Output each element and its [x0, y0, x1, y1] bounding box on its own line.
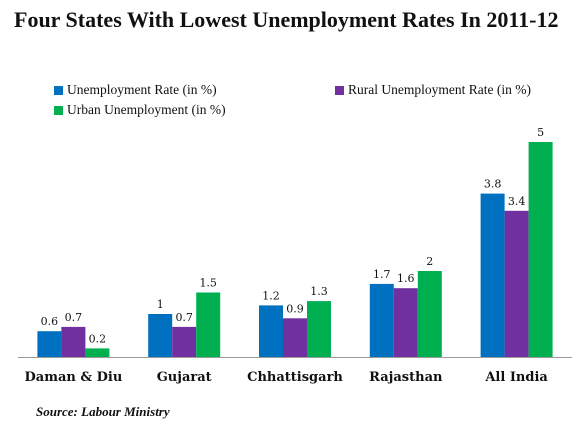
- legend-swatch-unemployment-rate: [54, 85, 63, 95]
- bar-rural-unemployment-rate-in-2: [283, 318, 307, 357]
- bar-unemployment-rate-in-1: [148, 314, 173, 357]
- data-label: 1.5: [199, 277, 217, 290]
- category-label: Gujarat: [157, 370, 212, 385]
- bar-rural-unemployment-rate-in-1: [172, 326, 197, 357]
- chart-title: Four States With Lowest Unemployment Rat…: [14, 7, 559, 32]
- data-label: 1.3: [310, 285, 328, 298]
- bar-rural-unemployment-rate-in-0: [61, 326, 86, 357]
- source-note: Source: Labour Ministry: [36, 404, 170, 419]
- bar-unemployment-rate-in-0: [37, 331, 62, 357]
- category-label: All India: [484, 370, 548, 385]
- data-label: 1: [157, 298, 164, 311]
- data-label: 3.8: [484, 178, 502, 191]
- data-label: 0.9: [286, 302, 304, 315]
- data-label: 1.6: [397, 272, 415, 285]
- bar-rural-unemployment-rate-in-3: [393, 288, 418, 357]
- category-label: Chhattisgarh: [247, 370, 343, 385]
- category-label: Rajasthan: [369, 370, 443, 385]
- legend-label-rural-unemployment-rate: Rural Unemployment Rate (in %): [348, 82, 531, 97]
- bar-unemployment-rate-in-3: [369, 283, 394, 357]
- legend-label-unemployment-rate: Unemployment Rate (in %): [67, 82, 217, 97]
- data-label: 5: [537, 126, 544, 139]
- data-label: 1.7: [373, 268, 391, 281]
- data-label: 0.2: [89, 332, 107, 345]
- bar-urban-unemployment-in-1: [196, 292, 221, 357]
- data-label: 3.4: [508, 195, 526, 208]
- bar-urban-unemployment-in-4: [528, 142, 553, 357]
- bar-urban-unemployment-in-2: [307, 301, 331, 357]
- legend-swatch-urban-unemployment: [54, 105, 63, 115]
- bar-urban-unemployment-in-3: [417, 271, 442, 357]
- data-label: 1.2: [262, 289, 280, 302]
- data-label: 0.7: [65, 311, 83, 324]
- bar-urban-unemployment-in-0: [85, 348, 110, 357]
- category-label: Daman & Diu: [25, 370, 123, 385]
- legend-swatch-rural-unemployment-rate: [335, 85, 344, 95]
- data-label: 2: [426, 255, 433, 268]
- bar-unemployment-rate-in-2: [259, 305, 283, 357]
- legend-item-unemployment-rate: Unemployment Rate (in %): [54, 82, 217, 98]
- legend-item-urban-unemployment: Urban Unemployment (in %): [54, 102, 226, 118]
- bar-unemployment-rate-in-4: [480, 193, 505, 357]
- legend-item-rural-unemployment-rate: Rural Unemployment Rate (in %): [335, 82, 531, 98]
- bar-rural-unemployment-rate-in-4: [504, 210, 529, 357]
- data-label: 0.7: [175, 311, 193, 324]
- legend-label-urban-unemployment: Urban Unemployment (in %): [67, 102, 226, 117]
- data-label: 0.6: [41, 315, 59, 328]
